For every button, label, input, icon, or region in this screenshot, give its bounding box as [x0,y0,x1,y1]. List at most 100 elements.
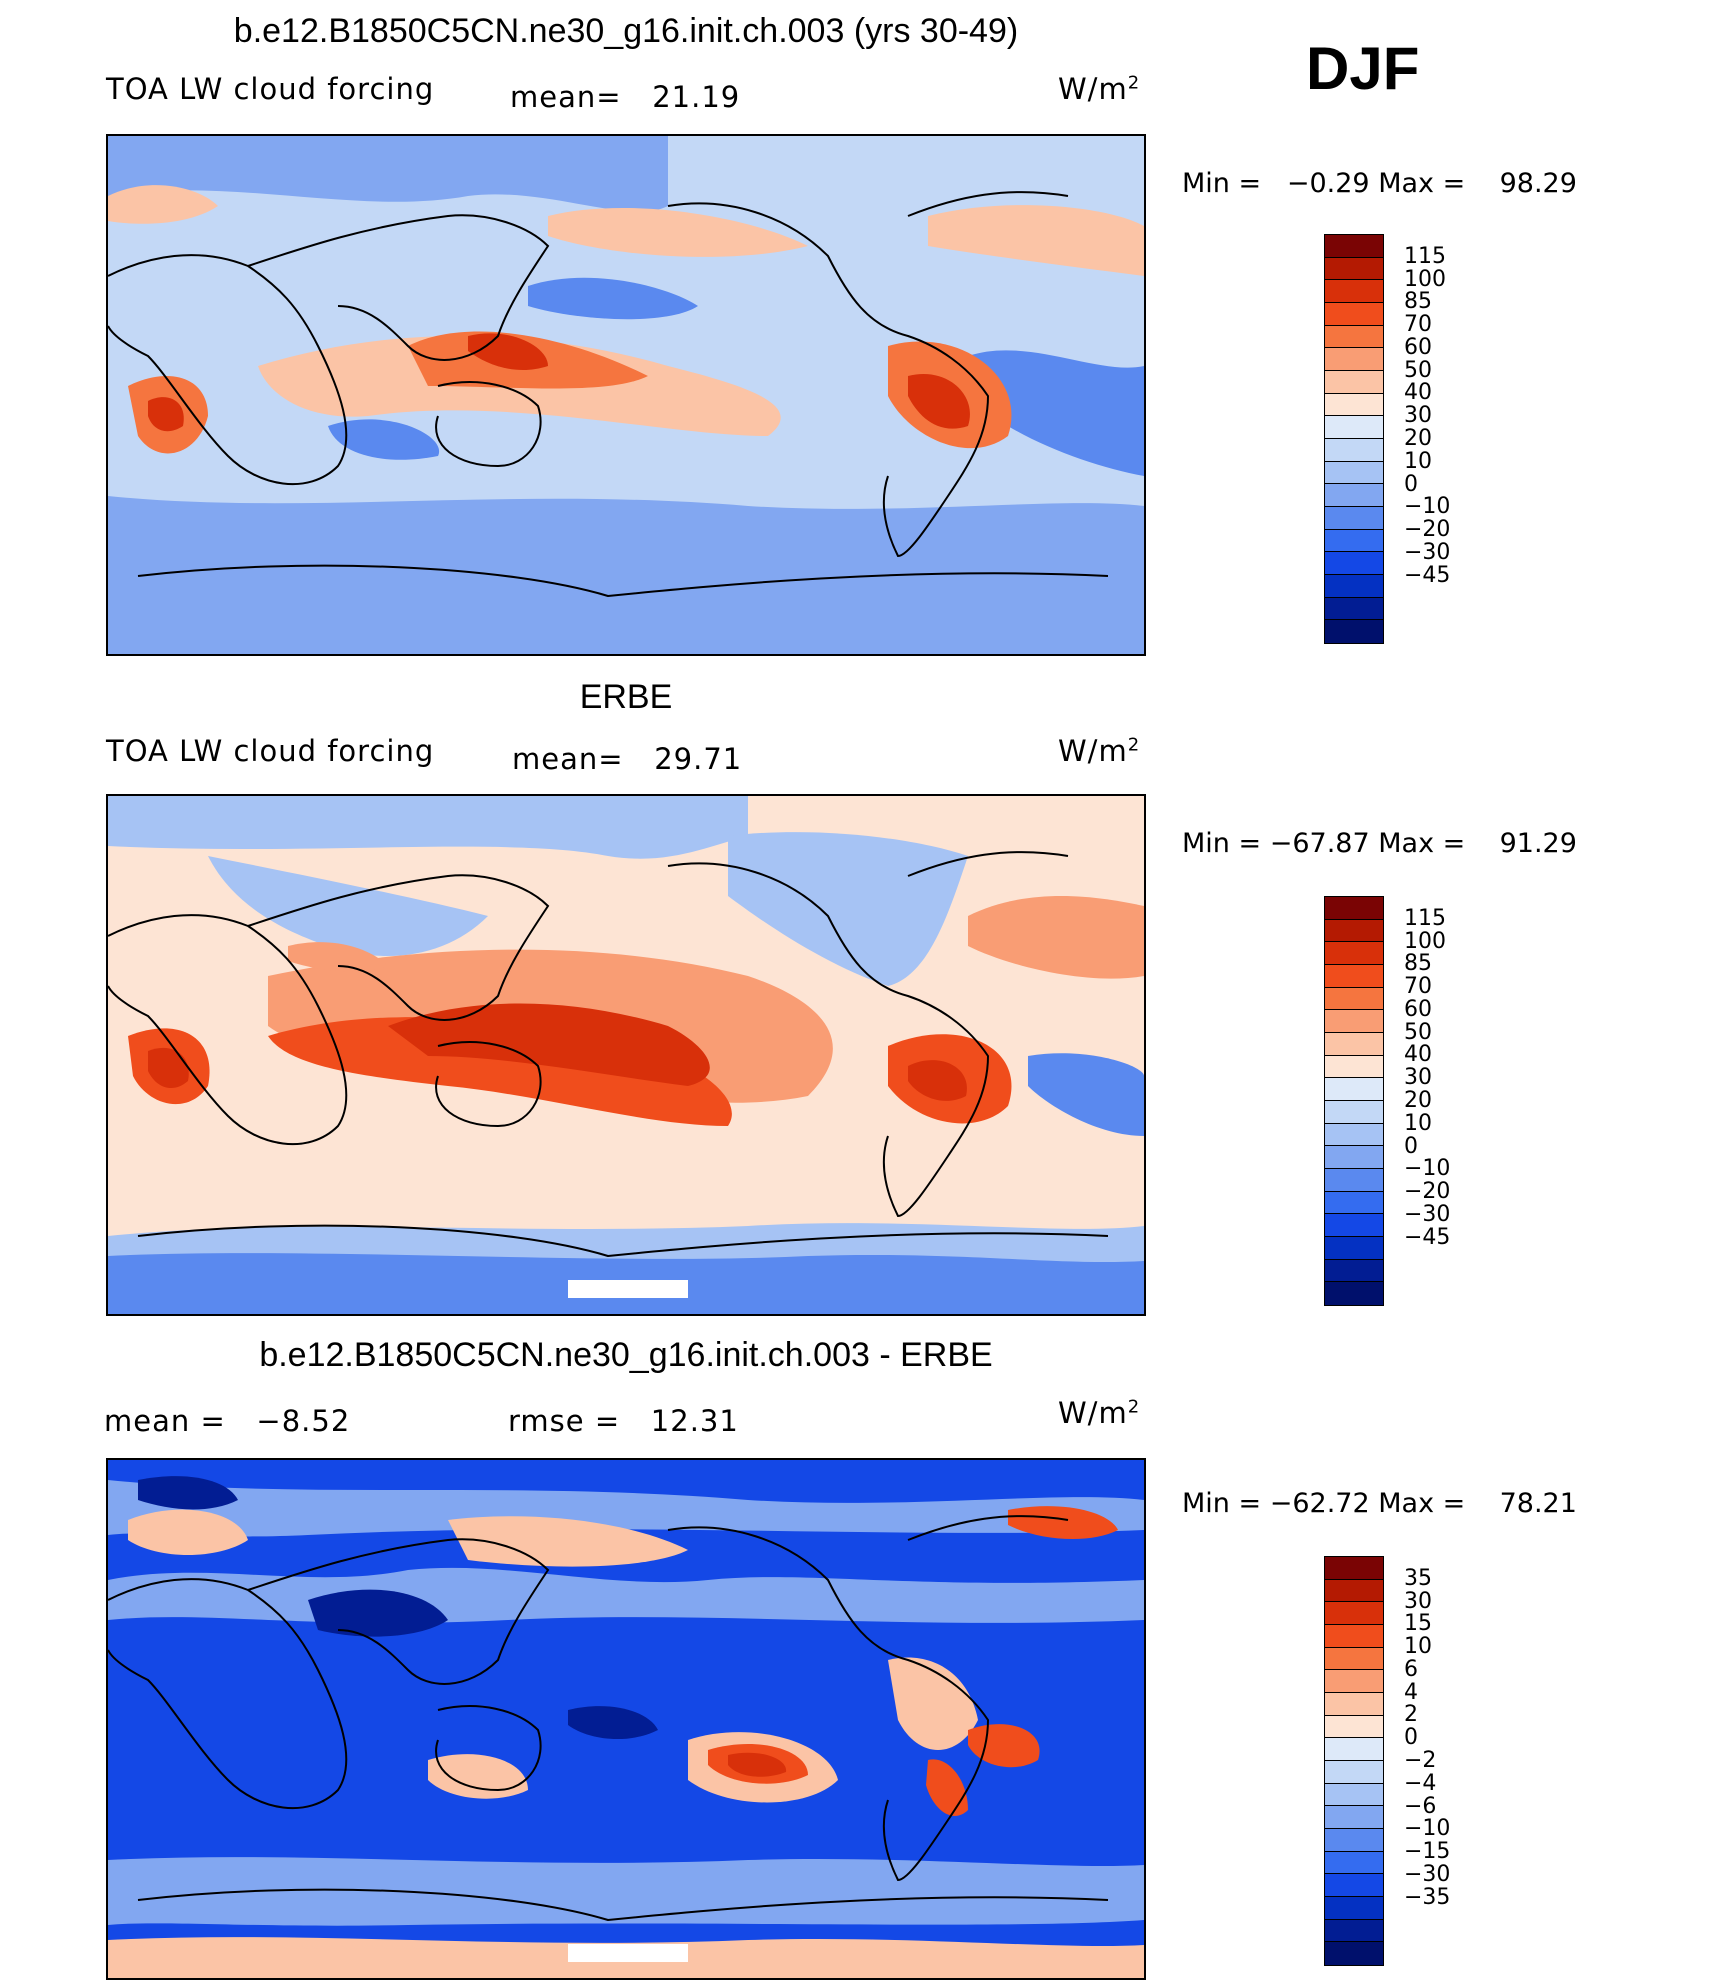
colorbar-swatch [1325,1557,1383,1580]
colorbar-label: −30 [1404,539,1451,565]
panel-2-variable: TOA LW cloud forcing [106,734,435,768]
colorbar-label: 40 [1404,380,1432,406]
colorbar-label: 10 [1404,1634,1432,1660]
colorbar-swatch [1325,461,1383,485]
panel-3-title: b.e12.B1850C5CN.ne30_g16.init.ch.003 - E… [259,1336,993,1374]
panel-1-title: b.e12.B1850C5CN.ne30_g16.init.ch.003 (yr… [233,12,1019,50]
colorbar-label: −45 [1404,562,1451,588]
colorbar-label: 60 [1404,334,1432,360]
colorbar-swatch [1325,1806,1383,1829]
colorbar-swatch [1325,919,1383,943]
colorbar-swatch [1325,438,1383,462]
colorbar-swatch [1325,1168,1383,1192]
colorbar-swatch [1325,1624,1383,1648]
colorbar-swatch [1325,1259,1383,1283]
colorbar-label: 35 [1404,1565,1432,1591]
colorbar-swatch [1325,506,1383,530]
colorbar-label: −30 [1404,1201,1451,1227]
colorbar-swatch [1325,370,1383,394]
colorbar-label: 70 [1404,312,1432,338]
colorbar-swatch [1325,1942,1383,1965]
colorbar-label: 50 [1404,357,1432,383]
panel-1-variable: TOA LW cloud forcing [106,72,435,106]
colorbar-swatch [1325,964,1383,988]
colorbar-label: 40 [1404,1042,1432,1068]
colorbar-label: −45 [1404,1224,1451,1250]
colorbar-swatch [1325,1123,1383,1147]
colorbar-swatch [1325,1874,1383,1897]
colorbar-swatch [1325,280,1383,303]
colorbar-swatch [1325,393,1383,417]
colorbar-swatch [1325,1078,1383,1101]
panel-3-units: W/m2 [1058,1396,1141,1430]
panel-3-colorbar [1324,1556,1384,1966]
colorbar-label: 85 [1404,289,1432,315]
panel-1-map [106,134,1146,656]
colorbar-label: −6 [1404,1793,1437,1819]
panel-1-units: W/m2 [1058,72,1141,106]
colorbar-label: 85 [1404,951,1432,977]
colorbar-label: 100 [1404,928,1446,954]
colorbar-swatch [1325,1896,1383,1920]
colorbar-label: −10 [1404,494,1451,520]
colorbar-swatch [1325,235,1383,258]
panel-2-mean: mean= 29.71 [512,742,743,776]
panel-1-mean: mean= 21.19 [510,80,741,114]
colorbar-label: −10 [1404,1156,1451,1182]
colorbar-swatch [1325,1055,1383,1079]
colorbar-swatch [1325,1191,1383,1215]
panel-3-colorbar-labels: 35 30 15 10 6 4 2 0 −2 −4 −6 −10 −15 −30 −35 [1404,1556,1504,1966]
colorbar-swatch [1325,325,1383,349]
panel-3-rmse: rmse = 12.31 [508,1404,739,1438]
colorbar-label: −20 [1404,517,1451,543]
colorbar-swatch [1325,897,1383,920]
colorbar-swatch [1325,1010,1383,1033]
colorbar-label: 10 [1404,1110,1432,1136]
panel-1-colorbar [1324,234,1384,644]
colorbar-swatch [1325,1214,1383,1237]
colorbar-swatch [1325,1692,1383,1716]
colorbar-label: −35 [1404,1884,1451,1910]
colorbar-label: 60 [1404,996,1432,1022]
colorbar-label: 70 [1404,974,1432,1000]
colorbar-swatch [1325,1851,1383,1875]
colorbar-swatch [1325,942,1383,965]
colorbar-swatch [1325,1828,1383,1852]
panel-2-map [106,794,1146,1316]
colorbar-label: 6 [1404,1656,1418,1682]
panel-1-minmax: Min = −0.29 Max = 98.29 [1182,168,1577,199]
colorbar-label: −15 [1404,1839,1451,1865]
panel-2-colorbar [1324,896,1384,1306]
colorbar-swatch [1325,257,1383,281]
colorbar-label: −10 [1404,1816,1451,1842]
colorbar-swatch [1325,1647,1383,1671]
colorbar-swatch [1325,987,1383,1011]
colorbar-label: 100 [1404,266,1446,292]
colorbar-label: 20 [1404,426,1432,451]
panel-1-map-svg [108,136,1144,654]
colorbar-label: 30 [1404,1588,1432,1614]
panel-2-colorbar-labels: 115 100 85 70 60 50 40 30 20 10 0 −10 −20 −30 −45 [1404,896,1504,1306]
colorbar-swatch [1325,1670,1383,1693]
colorbar-label: −4 [1404,1770,1437,1796]
colorbar-label: 0 [1404,1133,1418,1159]
colorbar-swatch [1325,348,1383,371]
colorbar-label: 10 [1404,448,1432,474]
panel-3-map [106,1458,1146,1980]
colorbar-swatch [1325,1602,1383,1625]
colorbar-swatch [1325,1715,1383,1739]
panel-2-map-svg [108,796,1144,1314]
colorbar-label: 50 [1404,1019,1432,1045]
colorbar-label: −20 [1404,1179,1451,1205]
colorbar-label: 2 [1404,1702,1418,1728]
colorbar-swatch [1325,1032,1383,1056]
colorbar-swatch [1325,574,1383,598]
colorbar-label: 15 [1404,1611,1432,1637]
colorbar-label: 0 [1404,1725,1418,1751]
colorbar-swatch [1325,529,1383,553]
panel-2-title: ERBE [579,678,673,716]
panel-3-mean: mean = −8.52 [104,1404,351,1438]
colorbar-swatch [1325,1760,1383,1784]
colorbar-swatch [1325,416,1383,439]
colorbar-swatch [1325,1579,1383,1603]
